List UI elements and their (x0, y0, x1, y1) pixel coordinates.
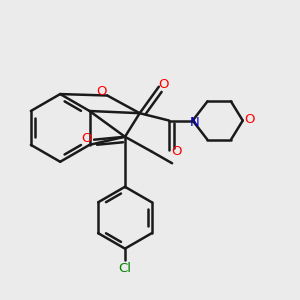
Text: O: O (81, 132, 92, 145)
Text: O: O (158, 78, 169, 91)
Text: O: O (244, 112, 254, 126)
Text: Cl: Cl (118, 262, 131, 275)
Text: N: N (189, 116, 199, 128)
Text: O: O (171, 145, 182, 158)
Text: O: O (96, 85, 107, 98)
